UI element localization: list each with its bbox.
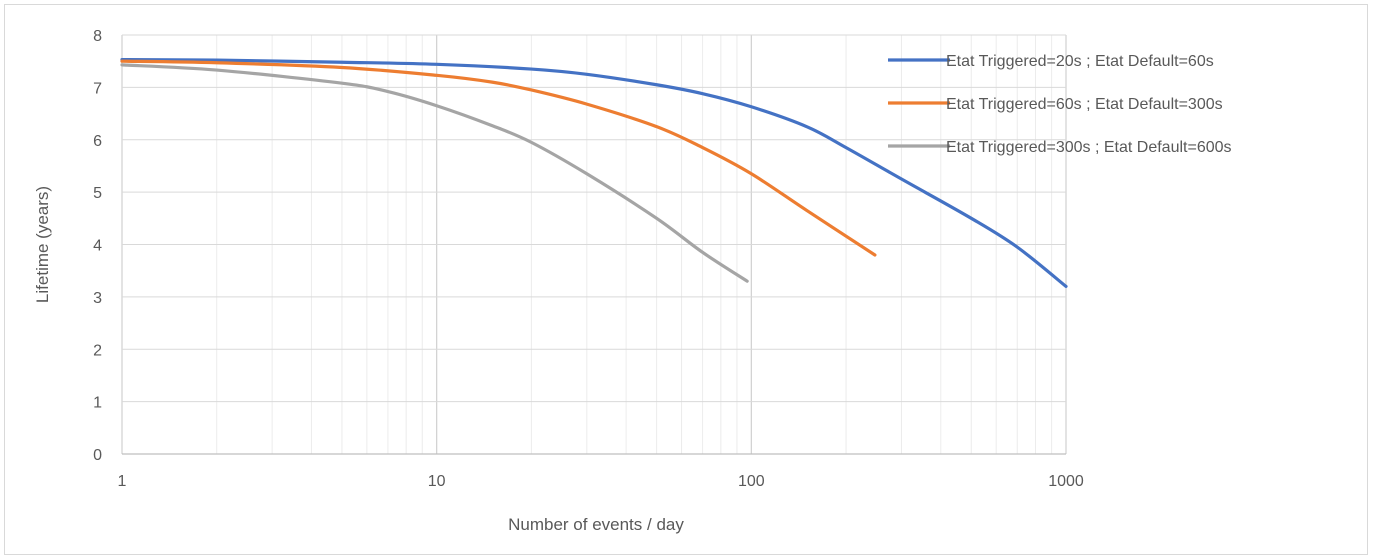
- series-line-1: [120, 58, 1068, 288]
- y-axis-ticks: 0 1 2 3 4 5 6 7 8: [93, 28, 102, 464]
- legend-label-3: Etat Triggered=300s ; Etat Default=600s: [946, 139, 1232, 156]
- x-axis-title: Number of events / day: [508, 515, 684, 534]
- series-line-2: [120, 59, 877, 257]
- y-tick-label: 6: [93, 133, 102, 150]
- legend: Etat Triggered=20s ; Etat Default=60s Eta…: [888, 53, 1232, 156]
- chart-frame: [4, 4, 1368, 555]
- series-line-3: [120, 63, 749, 283]
- major-grid: [121, 34, 1067, 455]
- y-tick-label: 0: [93, 447, 102, 464]
- x-tick-label: 1000: [1048, 473, 1084, 490]
- y-tick-label: 7: [93, 80, 102, 97]
- x-tick-label: 10: [428, 473, 446, 490]
- y-tick-label: 8: [93, 28, 102, 45]
- y-tick-label: 1: [93, 395, 102, 412]
- legend-label-2: Etat Triggered=60s ; Etat Default=300s: [946, 96, 1223, 113]
- y-tick-label: 4: [93, 238, 102, 255]
- x-tick-label: 100: [738, 473, 765, 490]
- y-tick-label: 2: [93, 342, 102, 359]
- y-axis-title: Lifetime (years): [33, 186, 52, 303]
- y-tick-label: 3: [93, 290, 102, 307]
- x-axis-ticks: 1 10 100 1000: [118, 473, 1084, 490]
- x-tick-label: 1: [118, 473, 127, 490]
- y-tick-label: 5: [93, 185, 102, 202]
- legend-label-1: Etat Triggered=20s ; Etat Default=60s: [946, 53, 1214, 70]
- series-lines: [120, 58, 1068, 288]
